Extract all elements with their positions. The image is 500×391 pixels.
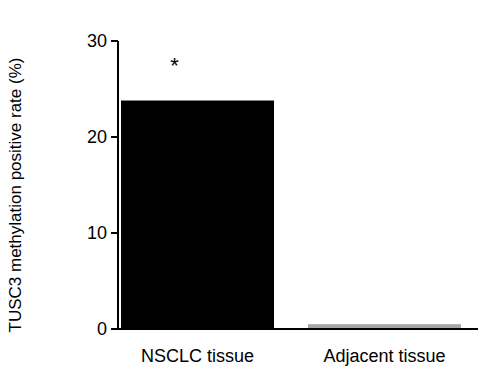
chart-container: 0 10 20 30 NSCLC tissue Adjacent tissue TUSC3 … xyxy=(0,0,500,391)
bar xyxy=(121,101,274,329)
bars xyxy=(121,101,461,329)
y-axis-label: TUSC3 methylation positive rate (%) xyxy=(6,58,25,333)
x-tick-label: NSCLC tissue xyxy=(141,346,254,366)
y-tick xyxy=(111,136,118,138)
y-tick xyxy=(111,232,118,234)
y-tick-label: 30 xyxy=(87,31,107,51)
x-axis xyxy=(117,328,478,330)
y-tick xyxy=(111,328,118,330)
y-tick-label: 10 xyxy=(87,223,107,243)
y-tick xyxy=(111,40,118,42)
x-tick-label: Adjacent tissue xyxy=(323,346,445,366)
y-axis xyxy=(117,41,119,329)
annotation: * xyxy=(170,53,179,78)
y-tick-label: 20 xyxy=(87,127,107,147)
chart-svg: 0 10 20 30 NSCLC tissue Adjacent tissue TUSC3 … xyxy=(0,0,500,391)
y-tick-label: 0 xyxy=(97,319,107,339)
